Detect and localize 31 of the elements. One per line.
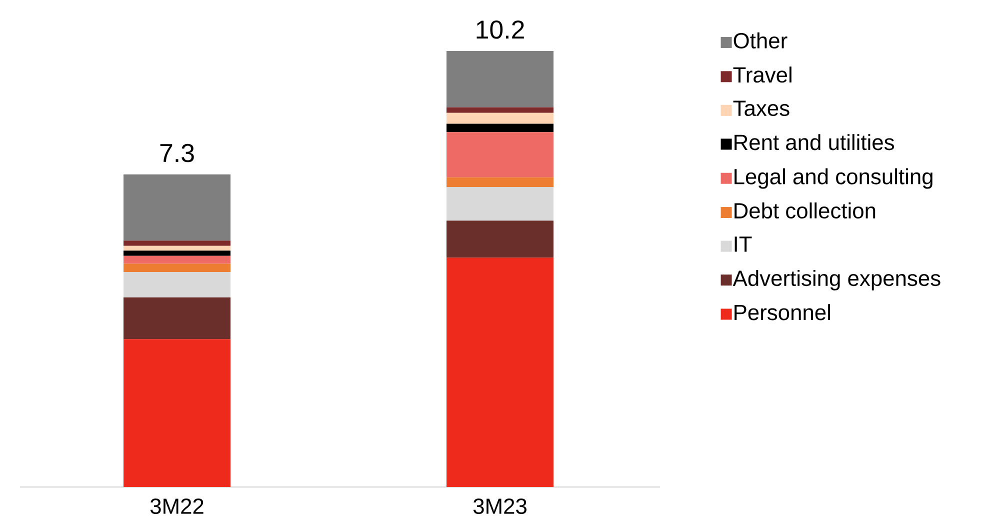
bar bbox=[124, 256, 231, 264]
bar bbox=[124, 264, 231, 272]
annotation: 7.3 bbox=[160, 144, 194, 162]
legend-label: Other bbox=[734, 32, 788, 48]
legend-label: Travel bbox=[733, 66, 792, 83]
bar bbox=[446, 50, 554, 108]
annotation: 10.2 bbox=[476, 20, 524, 39]
bar bbox=[446, 112, 554, 124]
bar bbox=[446, 187, 554, 221]
bar bbox=[124, 246, 231, 251]
legend-label: Rent and utilities bbox=[734, 134, 894, 150]
bar bbox=[446, 220, 554, 258]
bar bbox=[446, 177, 554, 188]
x-tick-label: 3M22 bbox=[150, 498, 204, 514]
legend-label: Taxes bbox=[733, 100, 790, 116]
legend-label: Advertising expenses bbox=[732, 270, 940, 290]
bar bbox=[124, 240, 231, 246]
bar bbox=[446, 132, 554, 178]
bar bbox=[446, 258, 554, 487]
x-tick-label: 3M23 bbox=[473, 498, 526, 514]
bar bbox=[124, 339, 231, 487]
bar bbox=[446, 124, 554, 132]
bar bbox=[124, 250, 231, 256]
bar bbox=[124, 174, 231, 241]
legend-label: Personnel bbox=[734, 304, 830, 320]
legend-label: Legal and consulting bbox=[734, 168, 932, 189]
legend-label: Debt collection bbox=[734, 202, 876, 219]
bar bbox=[446, 107, 554, 113]
legend-label: IT bbox=[734, 236, 752, 252]
bar bbox=[124, 272, 231, 298]
bar bbox=[124, 297, 231, 340]
